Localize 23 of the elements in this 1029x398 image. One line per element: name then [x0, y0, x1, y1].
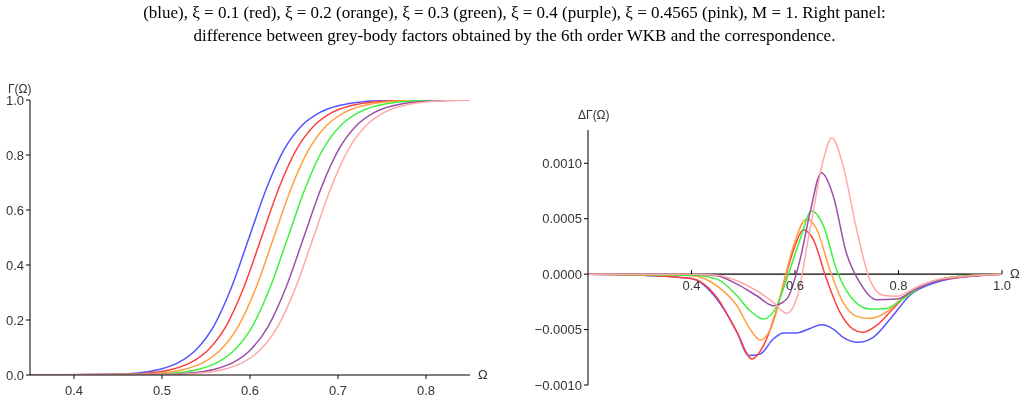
y-tick-label: 0.4 [5, 257, 24, 273]
y-tick-label: −0.0005 [534, 322, 582, 338]
y-tick-label: 0.0010 [542, 155, 582, 171]
y-tick-label: 0.0005 [542, 211, 582, 227]
x-tick-label: 0.4 [682, 278, 701, 294]
x-tick-label: 0.6 [240, 383, 260, 398]
y-tick-label: 0.8 [5, 147, 24, 163]
y-tick-label: 0.2 [5, 312, 24, 328]
text: (blue), ξ = 0.1 (red), ξ = 0.2 (orange), ξ = 0.3 (green), ξ = 0.4 (purple), ξ = 0.4565 (pink), M = 1. Right panel: [142, 2, 887, 24]
x-axis-title: Ω [1010, 266, 1020, 282]
text: difference between grey-body factors obtained by the 6th order WKB and the correspondence. [192, 25, 837, 47]
x-tick-label: 0.8 [416, 383, 436, 398]
x-tick-label: 0.8 [889, 278, 908, 294]
x-tick-label: 0.7 [328, 383, 348, 398]
x-axis-title: Ω [478, 367, 488, 382]
y-tick-label: −0.0010 [534, 377, 582, 393]
x-tick-label: 0.4 [64, 383, 84, 398]
y-axis-title: ΔΓ(Ω) [578, 108, 610, 122]
y-tick-label: 0.0 [5, 367, 24, 383]
x-tick-label: 0.5 [152, 383, 172, 398]
x-tick-label: 1.0 [992, 278, 1012, 294]
y-tick-label: 0.6 [5, 202, 24, 218]
y-tick-label: 0.0000 [542, 266, 582, 282]
